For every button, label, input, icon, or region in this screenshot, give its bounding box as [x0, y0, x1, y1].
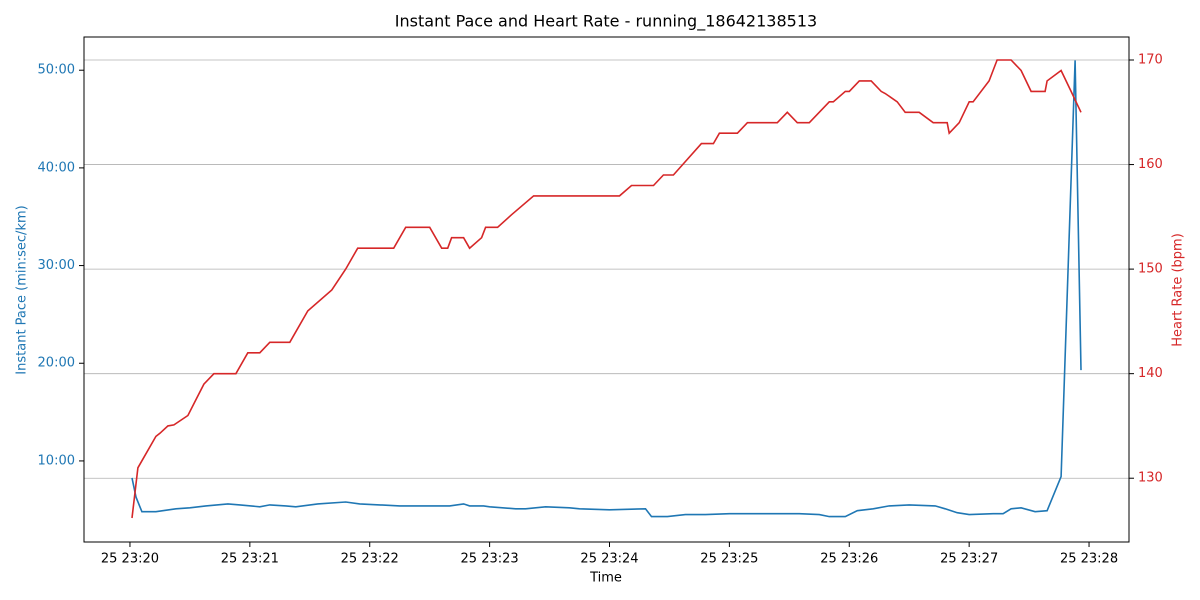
y-tick-label: 20:00 — [38, 356, 75, 371]
y2-tick-label: 160 — [1138, 157, 1163, 172]
y2-axis-label: Heart Rate (bpm) — [1171, 233, 1186, 347]
x-tick-label: 25 23:26 — [820, 552, 878, 567]
y2-tick-label: 150 — [1138, 262, 1163, 277]
y2-tick-label: 130 — [1138, 471, 1163, 486]
x-tick-label: 25 23:20 — [101, 552, 159, 567]
y-tick-label: 30:00 — [38, 258, 75, 273]
y2-tick-label: 170 — [1138, 53, 1163, 68]
series-line — [131, 59, 1082, 519]
x-tick-label: 25 23:28 — [1060, 552, 1118, 567]
y-axis-label: Instant Pace (min:sec/km) — [15, 205, 30, 374]
x-tick-label: 25 23:21 — [221, 552, 279, 567]
x-tick-label: 25 23:24 — [580, 552, 638, 567]
x-tick-label: 25 23:22 — [341, 552, 399, 567]
y2-tick-label: 140 — [1138, 366, 1163, 381]
x-axis-label: Time — [589, 571, 622, 586]
series-line — [131, 60, 1082, 518]
plot-frame — [83, 36, 1130, 543]
y-tick-label: 50:00 — [38, 63, 75, 78]
y-tick-label: 10:00 — [38, 453, 75, 468]
chart-title: Instant Pace and Heart Rate - running_18… — [395, 12, 817, 32]
y-tick-label: 40:00 — [38, 160, 75, 175]
x-tick-label: 25 23:25 — [700, 552, 758, 567]
x-tick-label: 25 23:23 — [461, 552, 519, 567]
x-tick-label: 25 23:27 — [940, 552, 998, 567]
